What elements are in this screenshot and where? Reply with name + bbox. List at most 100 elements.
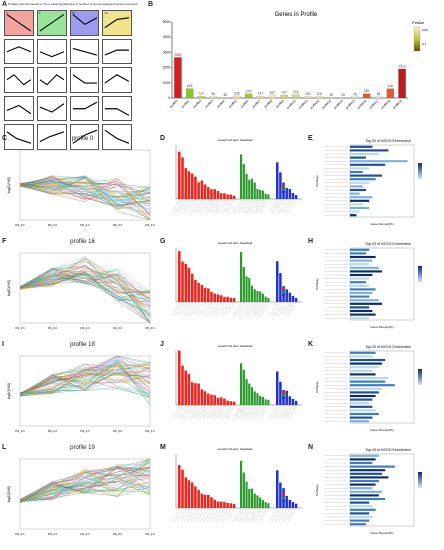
- go-legend-swatch: [282, 188, 285, 190]
- x-tick-label: DS_0.h: [48, 532, 58, 536]
- go-bar: [213, 499, 217, 508]
- tile-trend-polyline: [6, 14, 32, 32]
- kegg-bar: [350, 214, 357, 217]
- expression-line-plot: log2(V/V0) DS_0.h DS_0.h DS_0.h DS_0.h DS_0.h: [7, 458, 155, 536]
- go-term-label: [171, 199, 180, 214]
- gene-trend-line: [19, 364, 151, 394]
- tile-trend-line: [39, 14, 64, 32]
- kegg-bar: [350, 270, 382, 273]
- go-bar: [194, 383, 197, 405]
- go-term-label: [241, 405, 250, 420]
- gene-trend-line: [19, 181, 151, 215]
- go-term-label: [193, 302, 202, 317]
- kegg-y-label: Pathway: [315, 175, 319, 187]
- gene-trend-line: [19, 468, 151, 501]
- x-tick-label: DS_0.h: [113, 429, 123, 433]
- kegg-bar: [350, 266, 379, 269]
- tile-trend-line: [72, 129, 97, 144]
- bar-value-label: 100: [305, 92, 311, 96]
- go-term-label: [257, 508, 266, 523]
- go-bar: [181, 365, 184, 405]
- tile-trend-line: [6, 131, 32, 144]
- x-tick-label: profile5: [228, 99, 238, 109]
- tile-trend-polyline: [39, 14, 64, 32]
- kegg-bar: [350, 515, 373, 519]
- go-term-label: [184, 405, 193, 420]
- go-legend-swatch: [282, 397, 285, 399]
- tile-trend-polyline: [6, 104, 32, 114]
- go-term-label: [222, 508, 231, 523]
- go-bar: [294, 400, 298, 405]
- kegg-bar: [350, 412, 379, 416]
- go-term-label: [260, 199, 269, 214]
- go-bar: [213, 189, 217, 199]
- kegg-bar: [350, 351, 376, 354]
- go-bar: [200, 180, 204, 199]
- panel-letter: H: [308, 238, 314, 245]
- kegg-bar: [350, 384, 395, 387]
- go-term-label: [209, 508, 219, 523]
- go-term-label: [216, 405, 225, 420]
- go-term-label: [187, 405, 196, 420]
- bar-value-label: 157: [270, 91, 276, 95]
- bar: [244, 93, 253, 99]
- y-axis-label: log2(V/V0): [7, 486, 11, 503]
- x-tick-label: DS_0.h: [145, 532, 155, 536]
- go-bar: [216, 294, 220, 302]
- go-term-label: [260, 508, 269, 523]
- go-term-label: [235, 508, 244, 523]
- go-bar: [194, 279, 197, 302]
- gene-trend-line: [19, 470, 151, 503]
- x-tick-label: DS_0.h: [80, 429, 90, 433]
- go-bar: [279, 273, 282, 302]
- go-term-label: [254, 508, 264, 523]
- tile-trend-line: [39, 131, 64, 143]
- gene-trend-line: [19, 175, 151, 201]
- gene-trend-line: [19, 474, 151, 502]
- tile-trend-polyline: [39, 50, 64, 57]
- panel-letter: K: [308, 341, 314, 348]
- gene-trend-line: [19, 183, 151, 202]
- kegg-bar: [350, 409, 376, 412]
- profile-tile: 0: [4, 10, 34, 36]
- go-bar: [256, 393, 259, 405]
- go-term-label: [278, 405, 287, 420]
- go-legend-swatch: [282, 497, 285, 499]
- go-term-label: [222, 199, 231, 214]
- go-term-label: [272, 199, 281, 214]
- kegg-bar: [350, 306, 370, 309]
- go-term-label: [174, 405, 183, 420]
- go-term-label: [174, 508, 183, 523]
- gene-trend-line: [19, 374, 151, 395]
- go-term-label: [246, 199, 255, 214]
- tile-trend-line: [39, 50, 64, 57]
- go-bar: [219, 193, 223, 199]
- tile-trend-line: [39, 74, 64, 86]
- kegg-bar: [350, 508, 376, 511]
- go-term-label: [235, 199, 244, 214]
- kegg-bar: [350, 259, 373, 262]
- go-term-label: [225, 199, 235, 214]
- go-term-label: [190, 405, 199, 420]
- go-bar: [261, 190, 264, 199]
- go-bar: [242, 472, 245, 508]
- gene-trend-line: [19, 461, 151, 501]
- kegg-bar: [350, 163, 386, 166]
- go-bar: [184, 263, 188, 302]
- go-term-label: [254, 302, 264, 317]
- go-bar: [190, 273, 194, 302]
- bar-value-label: 117: [199, 92, 204, 96]
- go-bar: [248, 488, 251, 508]
- kegg-bar: [350, 454, 379, 457]
- profile-tile: [69, 38, 100, 64]
- go-term-label: [254, 405, 264, 420]
- panel-letter: J: [160, 341, 164, 348]
- x-tick-label: DS_0.h: [113, 223, 123, 227]
- kegg-bar: [350, 309, 373, 313]
- go-bar: [261, 499, 264, 508]
- go-term-label: [200, 508, 209, 523]
- go-bar: [187, 267, 191, 302]
- go-bar: [245, 481, 248, 508]
- go-term-label: [209, 199, 219, 214]
- gene-trend-line: [19, 272, 151, 298]
